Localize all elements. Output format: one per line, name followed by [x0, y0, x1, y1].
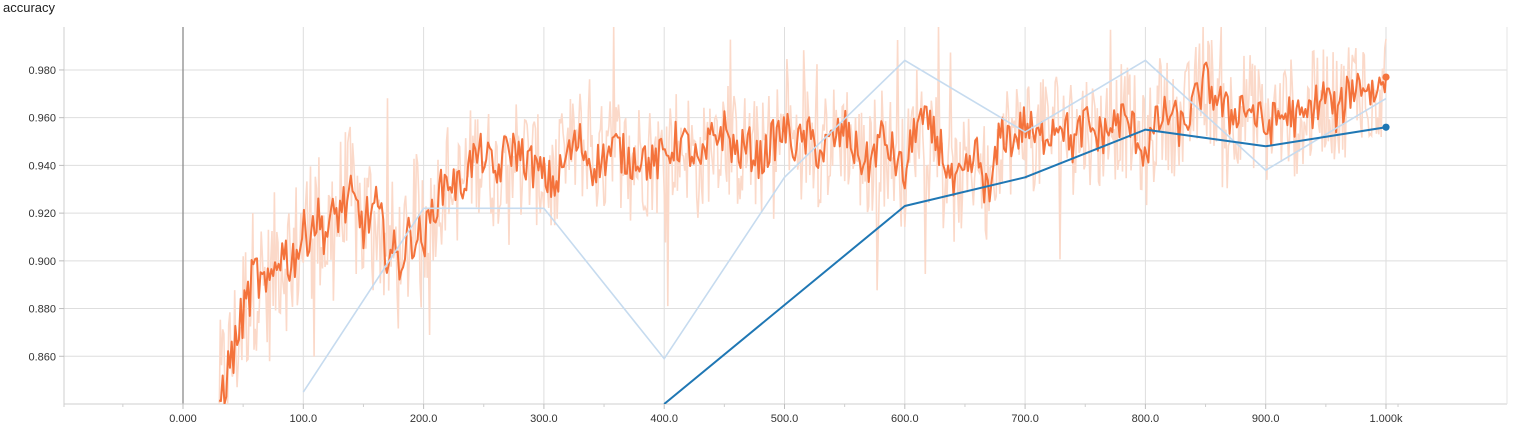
y-tick-label: 0.940: [28, 160, 56, 172]
x-tick-label: 100.0: [290, 413, 318, 425]
x-tick-label: 0.000: [169, 413, 197, 425]
y-tick-label: 0.880: [28, 304, 56, 316]
series-1-smoothed-line: [663, 126, 1387, 404]
x-tick-label: 800.0: [1132, 413, 1160, 425]
series-1: [302, 59, 1390, 404]
series-1-end-point: [1382, 123, 1390, 131]
series-layer: [218, 27, 1390, 404]
x-tick-label: 200.0: [410, 413, 438, 425]
y-tick-label: 0.900: [28, 256, 56, 268]
series-0-end-point: [1382, 73, 1390, 81]
chart-axes: [59, 27, 1508, 409]
x-tick-label: 300.0: [530, 413, 558, 425]
series-1-raw-line: [302, 59, 1387, 393]
x-tick-label: 600.0: [891, 413, 919, 425]
y-tick-label: 0.860: [28, 351, 56, 363]
series-0-smoothed-line: [218, 61, 1387, 404]
y-tick-label: 0.960: [28, 113, 56, 125]
y-tick-label: 0.920: [28, 208, 56, 220]
plot-area: [218, 27, 1390, 404]
chart-title: accuracy: [3, 0, 56, 15]
x-tick-label: 500.0: [771, 413, 799, 425]
series-0: [218, 27, 1390, 404]
x-tick-label: 700.0: [1011, 413, 1039, 425]
x-axis-labels: 0.000 100.0 200.0 300.0 400.0 500.0 600.0 700.0…: [169, 413, 1403, 425]
x-tick-label: 900.0: [1252, 413, 1280, 425]
x-tick-label: 400.0: [650, 413, 678, 425]
y-axis-labels: 0.860 0.880 0.900 0.920 0.940 0.960 0.980: [28, 65, 56, 363]
y-tick-label: 0.980: [28, 65, 56, 77]
x-tick-label: 1.000k: [1369, 413, 1403, 425]
